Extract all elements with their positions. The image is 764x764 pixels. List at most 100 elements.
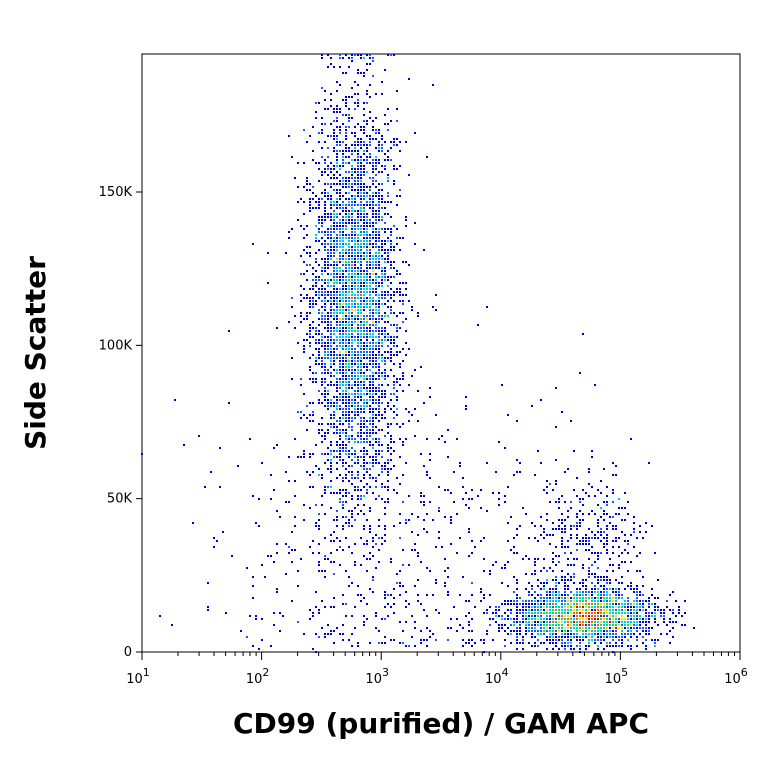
event-dot [315,348,317,350]
event-dot [540,516,542,518]
event-dot [333,318,335,320]
event-dot [348,303,350,305]
event-dot [390,639,392,641]
event-dot [360,177,362,179]
event-dot [204,486,206,488]
event-dot [633,627,635,629]
event-dot [588,594,590,596]
event-dot [324,357,326,359]
event-dot [591,582,593,584]
event-dot [525,555,527,557]
event-dot [330,186,332,188]
event-dot [426,156,428,158]
event-dot [327,324,329,326]
event-dot [561,603,563,605]
event-dot [399,456,401,458]
event-dot [369,351,371,353]
event-dot [408,78,410,80]
event-dot [327,213,329,215]
event-dot [429,387,431,389]
event-dot [549,606,551,608]
event-dot [357,381,359,383]
event-dot [369,153,371,155]
event-dot [546,486,548,488]
event-dot [354,261,356,263]
event-dot [360,228,362,230]
event-dot [312,471,314,473]
event-dot [375,345,377,347]
event-dot [402,441,404,443]
event-dot [606,549,608,551]
event-dot [336,120,338,122]
event-dot [363,597,365,599]
event-dot [546,618,548,620]
event-dot [378,132,380,134]
event-dot [333,432,335,434]
event-dot [354,450,356,452]
event-dot [408,411,410,413]
event-dot [564,531,566,533]
event-dot [318,294,320,296]
event-dot [366,54,368,56]
event-dot [336,108,338,110]
event-dot [321,441,323,443]
event-dot [468,531,470,533]
event-dot [366,228,368,230]
event-dot [363,243,365,245]
event-dot [387,291,389,293]
event-dot [303,162,305,164]
event-dot [384,297,386,299]
event-dot [327,393,329,395]
event-dot [333,492,335,494]
event-dot [528,618,530,620]
event-dot [579,501,581,503]
event-dot [438,537,440,539]
event-dot [588,543,590,545]
event-dot [384,417,386,419]
event-dot [360,216,362,218]
event-dot [378,144,380,146]
event-dot [339,207,341,209]
event-dot [516,534,518,536]
event-dot [336,345,338,347]
event-dot [354,543,356,545]
event-dot [366,270,368,272]
event-dot [345,282,347,284]
event-dot [348,252,350,254]
event-dot [615,618,617,620]
event-dot [549,618,551,620]
event-dot [366,231,368,233]
event-dot [378,240,380,242]
event-dot [357,432,359,434]
event-dot [378,183,380,185]
event-dot [369,237,371,239]
event-dot [276,552,278,554]
event-dot [612,474,614,476]
event-dot [396,243,398,245]
event-dot [306,429,308,431]
event-dot [372,390,374,392]
event-dot [315,357,317,359]
event-dot [273,612,275,614]
event-dot [630,624,632,626]
event-dot [333,456,335,458]
event-dot [360,162,362,164]
event-dot [327,234,329,236]
event-dot [561,621,563,623]
event-dot [618,597,620,599]
event-dot [312,198,314,200]
event-dot [537,594,539,596]
event-dot [294,516,296,518]
event-dot [336,258,338,260]
event-dot [516,648,518,650]
event-dot [360,393,362,395]
event-dot [306,180,308,182]
event-dot [345,354,347,356]
event-dot [513,474,515,476]
event-dot [309,183,311,185]
event-dot [621,633,623,635]
event-dot [591,546,593,548]
event-dot [606,606,608,608]
event-dot [354,258,356,260]
event-dot [390,288,392,290]
